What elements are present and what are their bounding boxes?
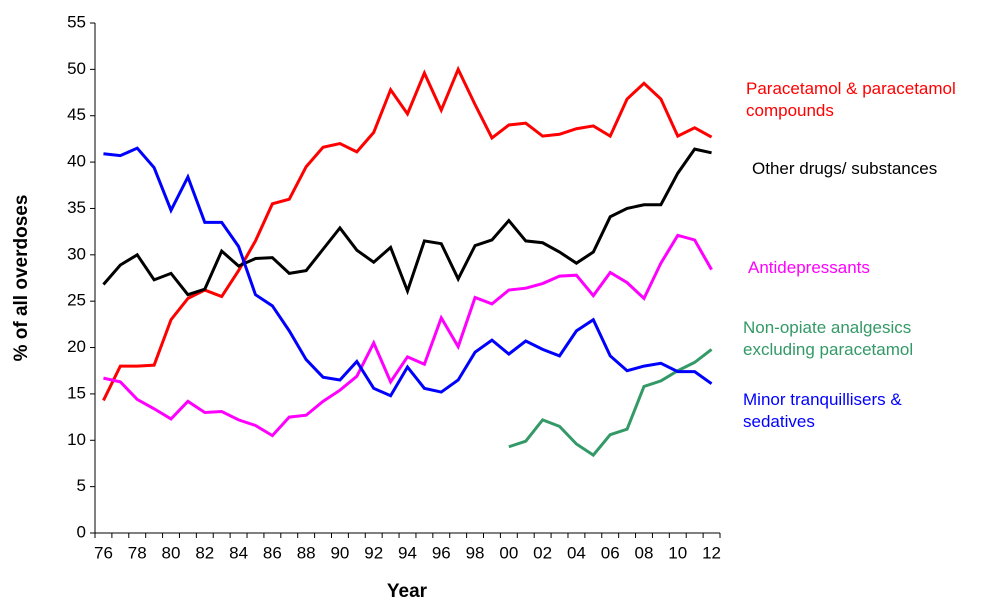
x-tick-label: 84 bbox=[229, 543, 248, 562]
x-tick-label: 10 bbox=[668, 543, 687, 562]
y-axis-label: % of all overdoses bbox=[11, 195, 32, 362]
y-tick-label: 30 bbox=[67, 244, 86, 263]
x-tick-label: 12 bbox=[702, 543, 721, 562]
x-tick-label: 96 bbox=[432, 543, 451, 562]
x-tick-label: 82 bbox=[195, 543, 214, 562]
x-tick-label: 88 bbox=[297, 543, 316, 562]
series-line bbox=[103, 233, 713, 438]
series-line bbox=[103, 146, 713, 398]
series-line bbox=[102, 65, 713, 402]
x-tick-label: 08 bbox=[635, 543, 654, 562]
x-tick-label: 86 bbox=[263, 543, 282, 562]
x-tick-label: 76 bbox=[94, 543, 113, 562]
x-axis-label: Year bbox=[387, 581, 428, 601]
series-line bbox=[102, 147, 712, 297]
x-tick-label: 02 bbox=[533, 543, 552, 562]
series-label: Paracetamol & paracetamol compounds bbox=[746, 79, 956, 120]
x-tick-label: 80 bbox=[162, 543, 181, 562]
y-tick-label: 40 bbox=[67, 152, 86, 171]
y-tick-label: 10 bbox=[67, 430, 86, 449]
y-tick-label: 5 bbox=[77, 476, 86, 495]
series-label: Other drugs/ substances bbox=[752, 159, 938, 178]
series-label: Minor tranquillisers & sedatives bbox=[743, 390, 902, 431]
y-tick-label: 15 bbox=[67, 383, 86, 402]
x-tick-label: 04 bbox=[567, 543, 586, 562]
y-tick-label: 45 bbox=[67, 105, 86, 124]
x-tick-label: 00 bbox=[499, 543, 518, 562]
x-tick-label: 98 bbox=[466, 543, 485, 562]
y-tick-label: 20 bbox=[67, 337, 86, 356]
x-tick-label: 06 bbox=[601, 543, 620, 562]
x-tick-label: 92 bbox=[364, 543, 383, 562]
x-tick-label: 94 bbox=[398, 543, 417, 562]
y-tick-label: 55 bbox=[67, 12, 86, 31]
x-tick-label: 90 bbox=[330, 543, 349, 562]
series-label: Non-opiate analgesics excluding paraceta… bbox=[743, 318, 914, 359]
x-tick-label: 78 bbox=[128, 543, 147, 562]
series-label: Antidepressants bbox=[748, 258, 870, 277]
y-tick-label: 50 bbox=[67, 59, 86, 78]
y-tick-label: 35 bbox=[67, 198, 86, 217]
y-tick-label: 25 bbox=[67, 291, 86, 310]
series-line bbox=[508, 348, 713, 458]
y-tick-label: 0 bbox=[77, 522, 86, 541]
